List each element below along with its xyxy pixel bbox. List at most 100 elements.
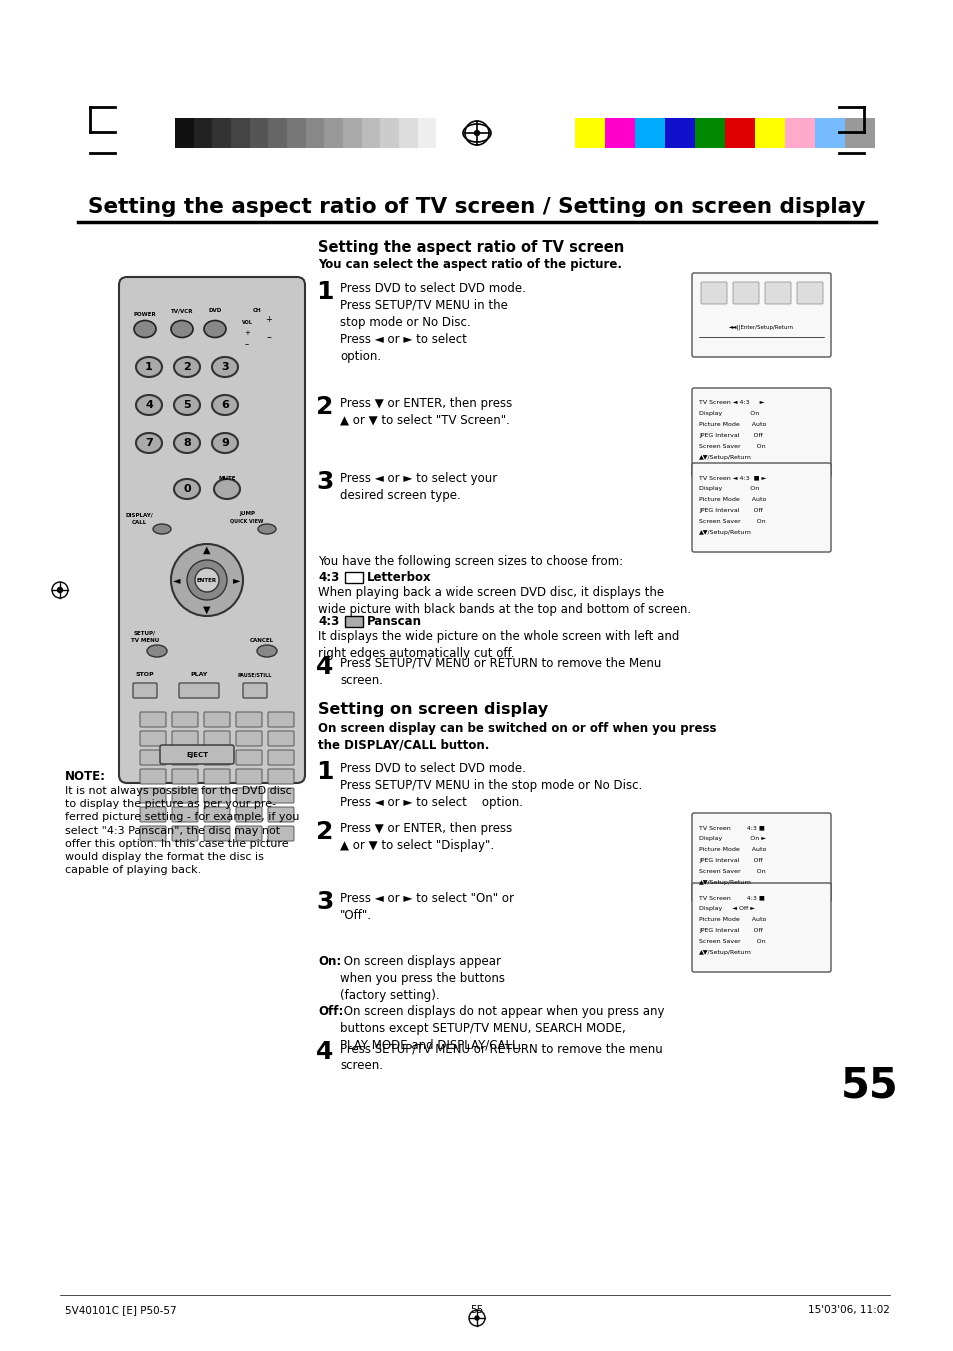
Text: Picture Mode      Auto: Picture Mode Auto xyxy=(699,422,765,427)
Text: On screen displays appear
when you press the buttons
(factory setting).: On screen displays appear when you press… xyxy=(339,955,504,1002)
FancyBboxPatch shape xyxy=(172,712,198,727)
Text: 4: 4 xyxy=(316,655,334,680)
Ellipse shape xyxy=(257,524,275,534)
Text: ▲: ▲ xyxy=(203,544,211,555)
Bar xyxy=(174,118,193,149)
FancyBboxPatch shape xyxy=(140,807,166,821)
Text: Display              On: Display On xyxy=(699,411,759,416)
Text: 8: 8 xyxy=(183,438,191,449)
Text: Setting the aspect ratio of TV screen / Setting on screen display: Setting the aspect ratio of TV screen / … xyxy=(89,197,864,218)
Text: 3: 3 xyxy=(316,470,334,494)
Text: PAUSE/STILL: PAUSE/STILL xyxy=(237,673,272,677)
Text: QUICK VIEW: QUICK VIEW xyxy=(230,519,263,523)
Text: NOTE:: NOTE: xyxy=(65,770,106,784)
Text: TV MENU: TV MENU xyxy=(131,639,159,643)
Text: ENTER: ENTER xyxy=(196,577,217,582)
FancyBboxPatch shape xyxy=(140,825,166,842)
FancyBboxPatch shape xyxy=(268,712,294,727)
Bar xyxy=(345,571,363,584)
Text: You can select the aspect ratio of the picture.: You can select the aspect ratio of the p… xyxy=(317,258,621,272)
Bar xyxy=(305,118,324,149)
Ellipse shape xyxy=(133,320,156,338)
Ellipse shape xyxy=(171,320,193,338)
FancyBboxPatch shape xyxy=(204,788,230,802)
Text: Screen Saver        On: Screen Saver On xyxy=(699,519,765,524)
Text: TV Screen ◄ 4:3  ■ ►: TV Screen ◄ 4:3 ■ ► xyxy=(699,476,765,480)
Bar xyxy=(635,118,664,149)
Text: 4:3: 4:3 xyxy=(317,571,339,584)
Bar xyxy=(343,118,361,149)
FancyBboxPatch shape xyxy=(204,807,230,821)
FancyBboxPatch shape xyxy=(235,750,262,765)
FancyBboxPatch shape xyxy=(268,807,294,821)
Text: Picture Mode      Auto: Picture Mode Auto xyxy=(699,917,765,921)
Text: Display              On ►: Display On ► xyxy=(699,836,765,842)
Bar xyxy=(231,118,250,149)
FancyBboxPatch shape xyxy=(243,684,267,698)
FancyBboxPatch shape xyxy=(691,388,830,477)
Text: Press DVD to select DVD mode.
Press SETUP/TV MENU in the stop mode or No Disc.
P: Press DVD to select DVD mode. Press SETU… xyxy=(339,762,641,809)
FancyBboxPatch shape xyxy=(140,750,166,765)
Text: MUTE: MUTE xyxy=(218,476,235,481)
Ellipse shape xyxy=(152,524,171,534)
FancyBboxPatch shape xyxy=(204,712,230,727)
Text: On screen displays do not appear when you press any
buttons except SETUP/TV MENU: On screen displays do not appear when yo… xyxy=(339,1005,664,1052)
Bar xyxy=(724,118,754,149)
Text: 5V40101C [E] P50-57: 5V40101C [E] P50-57 xyxy=(65,1305,176,1315)
Text: TV Screen        4:3 ■: TV Screen 4:3 ■ xyxy=(699,825,764,830)
Text: Off:: Off: xyxy=(317,1005,343,1019)
FancyBboxPatch shape xyxy=(268,788,294,802)
Text: Press ▼ or ENTER, then press
▲ or ▼ to select "TV Screen".: Press ▼ or ENTER, then press ▲ or ▼ to s… xyxy=(339,397,512,427)
FancyBboxPatch shape xyxy=(132,684,157,698)
Text: Press DVD to select DVD mode.
Press SETUP/TV MENU in the
stop mode or No Disc.
P: Press DVD to select DVD mode. Press SETU… xyxy=(339,282,525,363)
Text: 5: 5 xyxy=(183,400,191,409)
FancyBboxPatch shape xyxy=(691,813,830,902)
Bar xyxy=(695,118,724,149)
Text: +: + xyxy=(265,316,273,324)
Text: Screen Saver        On: Screen Saver On xyxy=(699,939,765,944)
Text: VOL: VOL xyxy=(241,320,253,326)
Text: Press ◄ or ► to select your
desired screen type.: Press ◄ or ► to select your desired scre… xyxy=(339,471,497,503)
Circle shape xyxy=(475,1316,478,1320)
Circle shape xyxy=(474,131,479,135)
Text: SETUP/: SETUP/ xyxy=(133,631,156,635)
Text: You have the following screen sizes to choose from:: You have the following screen sizes to c… xyxy=(317,555,622,567)
Ellipse shape xyxy=(136,394,162,415)
FancyBboxPatch shape xyxy=(235,769,262,784)
Text: Display     ◄ Off ►: Display ◄ Off ► xyxy=(699,907,754,911)
Bar xyxy=(193,118,213,149)
Text: On screen display can be switched on or off when you press
the DISPLAY/CALL butt: On screen display can be switched on or … xyxy=(317,721,716,753)
Text: –: – xyxy=(245,340,249,350)
Bar xyxy=(250,118,268,149)
Text: TV/VCR: TV/VCR xyxy=(171,308,193,313)
Text: ▲▼/Setup/Return: ▲▼/Setup/Return xyxy=(699,880,751,885)
Circle shape xyxy=(194,567,219,592)
FancyBboxPatch shape xyxy=(172,731,198,746)
Text: It is not always possible for the DVD disc
to display the picture as per your pr: It is not always possible for the DVD di… xyxy=(65,786,299,875)
FancyBboxPatch shape xyxy=(140,712,166,727)
Text: ◄◄||Enter/Setup/Return: ◄◄||Enter/Setup/Return xyxy=(728,324,793,330)
Text: 55: 55 xyxy=(470,1305,483,1315)
FancyBboxPatch shape xyxy=(691,273,830,357)
Text: Setting the aspect ratio of TV screen: Setting the aspect ratio of TV screen xyxy=(317,240,623,255)
Ellipse shape xyxy=(136,357,162,377)
Bar xyxy=(754,118,784,149)
Bar xyxy=(398,118,417,149)
FancyBboxPatch shape xyxy=(796,282,822,304)
Text: 15'03'06, 11:02: 15'03'06, 11:02 xyxy=(807,1305,889,1315)
FancyBboxPatch shape xyxy=(172,825,198,842)
Text: On:: On: xyxy=(317,955,341,969)
Bar xyxy=(664,118,695,149)
Text: ▲▼/Setup/Return: ▲▼/Setup/Return xyxy=(699,455,751,459)
Text: Picture Mode      Auto: Picture Mode Auto xyxy=(699,497,765,503)
Bar xyxy=(417,118,436,149)
FancyBboxPatch shape xyxy=(691,463,830,553)
FancyBboxPatch shape xyxy=(268,825,294,842)
Text: Screen Saver        On: Screen Saver On xyxy=(699,869,765,874)
Text: JUMP: JUMP xyxy=(239,511,254,516)
FancyBboxPatch shape xyxy=(235,807,262,821)
Text: 3: 3 xyxy=(316,890,334,915)
Text: Letterbox: Letterbox xyxy=(367,571,431,584)
Circle shape xyxy=(187,561,227,600)
Ellipse shape xyxy=(136,434,162,453)
